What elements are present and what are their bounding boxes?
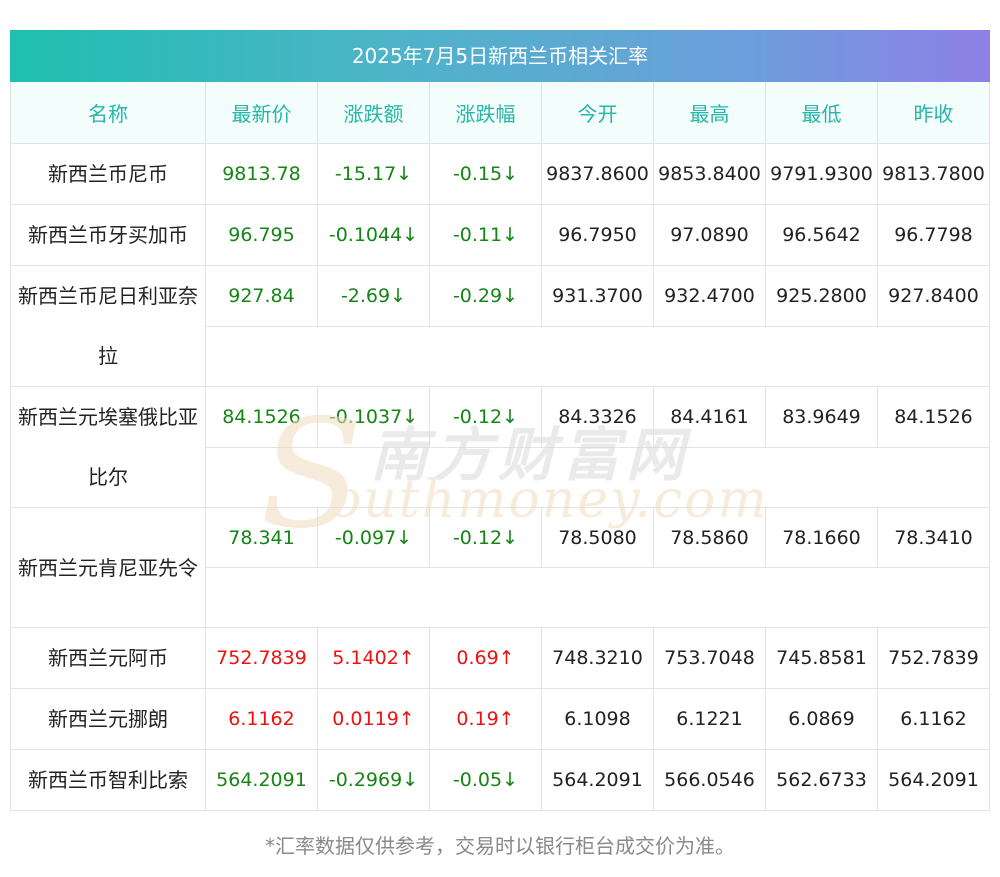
- cell-low: 925.2800: [765, 265, 878, 327]
- cell-prev: 96.7798: [877, 204, 990, 266]
- cell-latest: 96.795: [205, 204, 318, 266]
- cell-latest: 6.1162: [205, 688, 318, 750]
- table-row: 新西兰币牙买加币 96.795 -0.1044↓ -0.11↓ 96.7950 97.08…: [10, 204, 990, 266]
- header-high: 最高: [653, 82, 766, 144]
- cell-open: 96.7950: [541, 204, 654, 266]
- empty-band: [205, 325, 990, 387]
- header-latest: 最新价: [205, 82, 318, 144]
- header-pct: 涨跌幅: [429, 82, 542, 144]
- cell-prev: 564.2091: [877, 749, 990, 811]
- cell-latest: 78.341: [205, 507, 318, 568]
- cell-latest: 9813.78: [205, 143, 318, 205]
- cell-prev: 927.8400: [877, 265, 990, 327]
- cell-high: 566.0546: [653, 749, 766, 811]
- cell-change: 5.1402↑: [317, 627, 430, 689]
- empty-band: [205, 446, 990, 508]
- cell-pct: -0.15↓: [429, 143, 542, 205]
- cell-low: 745.8581: [765, 627, 878, 689]
- cell-low: 562.6733: [765, 749, 878, 811]
- table-row: 新西兰元埃塞俄比亚比尔 84.1526 -0.1037↓ -0.12↓ 84.3326 8…: [10, 386, 990, 508]
- currency-pair-name: 新西兰元肯尼亚先令: [10, 507, 206, 628]
- cell-prev: 78.3410: [877, 507, 990, 568]
- currency-pair-name: 新西兰元阿币: [10, 627, 206, 689]
- header-change: 涨跌额: [317, 82, 430, 144]
- header-prev: 昨收: [877, 82, 990, 144]
- cell-open: 564.2091: [541, 749, 654, 811]
- cell-open: 931.3700: [541, 265, 654, 327]
- header-name: 名称: [10, 82, 206, 144]
- cell-change: 0.0119↑: [317, 688, 430, 750]
- cell-latest: 84.1526: [205, 386, 318, 448]
- cell-prev: 84.1526: [877, 386, 990, 448]
- cell-high: 78.5860: [653, 507, 766, 568]
- cell-latest: 752.7839: [205, 627, 318, 689]
- cell-pct: -0.29↓: [429, 265, 542, 327]
- footer-note: *汇率数据仅供参考，交易时以银行柜台成交价为准。: [265, 834, 735, 858]
- cell-high: 9853.8400: [653, 143, 766, 205]
- currency-pair-name: 新西兰币智利比索: [10, 749, 206, 811]
- cell-change: -0.1037↓: [317, 386, 430, 448]
- currency-pair-name: 新西兰元挪朗: [10, 688, 206, 750]
- rate-table-panel: 2025年7月5日新西兰币相关汇率 名称 最新价 涨跌额 涨跌幅 今开 最高 最…: [10, 30, 990, 811]
- cell-pct: -0.05↓: [429, 749, 542, 811]
- cell-low: 96.5642: [765, 204, 878, 266]
- cell-latest: 927.84: [205, 265, 318, 327]
- cell-low: 6.0869: [765, 688, 878, 750]
- table-row: 新西兰元挪朗 6.1162 0.0119↑ 0.19↑ 6.1098 6.1221 6.08…: [10, 688, 990, 750]
- cell-change: -0.1044↓: [317, 204, 430, 266]
- cell-open: 6.1098: [541, 688, 654, 750]
- header-row: 名称 最新价 涨跌额 涨跌幅 今开 最高 最低 昨收: [10, 82, 990, 144]
- table-row-continuation: [11, 567, 990, 628]
- cell-pct: -0.11↓: [429, 204, 542, 266]
- cell-low: 9791.9300: [765, 143, 878, 205]
- table-row: 新西兰币尼日利亚奈拉 927.84 -2.69↓ -0.29↓ 931.3700 932.…: [10, 265, 990, 387]
- cell-open: 9837.8600: [541, 143, 654, 205]
- cell-high: 932.4700: [653, 265, 766, 327]
- cell-high: 753.7048: [653, 627, 766, 689]
- cell-high: 6.1221: [653, 688, 766, 750]
- empty-band: [205, 567, 990, 628]
- currency-pair-name: 新西兰币尼币: [10, 143, 206, 205]
- header-low: 最低: [765, 82, 878, 144]
- cell-low: 83.9649: [765, 386, 878, 448]
- cell-pct: -0.12↓: [429, 507, 542, 568]
- cell-pct: 0.69↑: [429, 627, 542, 689]
- cell-prev: 9813.7800: [877, 143, 990, 205]
- cell-open: 748.3210: [541, 627, 654, 689]
- table-row: 新西兰币智利比索 564.2091 -0.2969↓ -0.05↓ 564.2091 56…: [10, 749, 990, 811]
- currency-pair-name: 新西兰元埃塞俄比亚比尔: [10, 386, 206, 508]
- cell-pct: 0.19↑: [429, 688, 542, 750]
- cell-high: 84.4161: [653, 386, 766, 448]
- cell-low: 78.1660: [765, 507, 878, 568]
- cell-change: -0.2969↓: [317, 749, 430, 811]
- table-row: 新西兰元阿币 752.7839 5.1402↑ 0.69↑ 748.3210 753.70…: [10, 627, 990, 689]
- cell-pct: -0.12↓: [429, 386, 542, 448]
- cell-change: -2.69↓: [317, 265, 430, 327]
- header-open: 今开: [541, 82, 654, 144]
- currency-pair-name: 新西兰币牙买加币: [10, 204, 206, 266]
- cell-open: 78.5080: [541, 507, 654, 568]
- cell-high: 97.0890: [653, 204, 766, 266]
- cell-open: 84.3326: [541, 386, 654, 448]
- table-row: 新西兰元肯尼亚先令 78.341 -0.097↓ -0.12↓ 78.5080 78.58…: [10, 507, 990, 628]
- rate-table: 名称 最新价 涨跌额 涨跌幅 今开 最高 最低 昨收 新西兰币尼币 9813.78…: [10, 82, 990, 811]
- currency-pair-name: 新西兰币尼日利亚奈拉: [10, 265, 206, 387]
- cell-latest: 564.2091: [205, 749, 318, 811]
- table-row-continuation: [11, 325, 990, 387]
- table-title: 2025年7月5日新西兰币相关汇率: [10, 30, 990, 82]
- cell-change: -0.097↓: [317, 507, 430, 568]
- cell-change: -15.17↓: [317, 143, 430, 205]
- cell-prev: 6.1162: [877, 688, 990, 750]
- cell-prev: 752.7839: [877, 627, 990, 689]
- table-row: 新西兰币尼币 9813.78 -15.17↓ -0.15↓ 9837.8600 9853.…: [10, 143, 990, 205]
